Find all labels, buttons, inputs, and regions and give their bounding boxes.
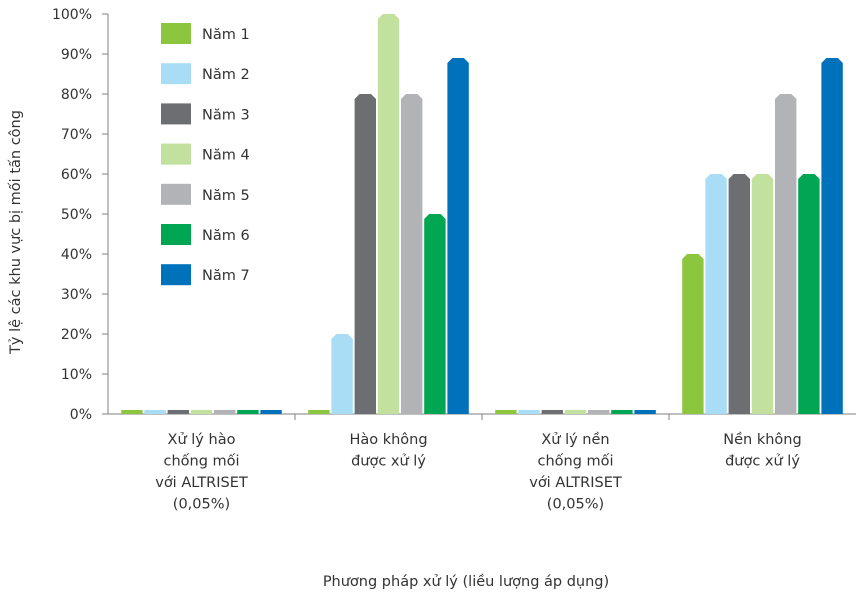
bar-4-2	[377, 14, 400, 414]
x-category-label: với ALTRISET	[155, 475, 248, 491]
y-tick-label: 100%	[52, 7, 92, 23]
y-tick-label: 0%	[70, 407, 92, 423]
x-category-label: Hào không	[349, 432, 427, 448]
y-tick-label: 10%	[61, 367, 92, 383]
bar-7-2	[447, 58, 469, 414]
x-category-label: Xử lý nền	[541, 431, 609, 448]
y-tick-label: 90%	[61, 47, 92, 63]
bar-6-2	[424, 214, 446, 414]
bar-2-4	[705, 174, 727, 414]
bar-7-4	[821, 58, 843, 414]
bar-2-3	[518, 410, 540, 414]
legend-label: Năm 3	[202, 107, 250, 123]
bar-2-1	[144, 410, 166, 414]
bar-5-4	[775, 94, 797, 414]
bar-6-1	[237, 410, 259, 414]
y-tick-label: 80%	[61, 87, 92, 103]
legend-swatch	[161, 23, 191, 44]
legend-swatch	[161, 224, 191, 245]
legend-swatch	[161, 264, 191, 286]
x-category-label: chống mối	[537, 453, 613, 470]
y-axis: 0% 10% 20% 30% 40% 50% 60% 70% 80% 90% 100%	[52, 7, 109, 423]
legend-swatch	[161, 63, 191, 85]
x-category-label: (0,05%)	[173, 497, 230, 513]
bar-3-1	[167, 410, 189, 414]
x-category-label: chống mối	[163, 453, 239, 470]
bars	[121, 14, 843, 414]
y-tick-label: 50%	[61, 207, 92, 223]
bar-4-1	[190, 410, 213, 414]
bar-3-3	[541, 410, 563, 414]
bar-4-4	[751, 174, 774, 414]
bar-1-3	[495, 410, 517, 414]
x-axis-title: Phương pháp xử lý (liều lượng áp dụng)	[323, 573, 609, 590]
bar-7-3	[634, 410, 656, 414]
legend-label: Năm 1	[202, 27, 250, 43]
y-axis-title: Tỷ lệ các khu vực bị mối tấn công	[7, 110, 24, 355]
bar-3-4	[728, 174, 750, 414]
x-axis: Xử lý hào chống mối với ALTRISET (0,05%) Hào…	[108, 413, 856, 513]
bar-4-3	[564, 410, 587, 414]
y-tick-label: 70%	[61, 127, 92, 143]
bar-5-1	[214, 410, 236, 414]
legend-label: Năm 4	[202, 148, 250, 164]
x-category-label: với ALTRISET	[529, 475, 622, 491]
legend-label: Năm 7	[202, 268, 250, 284]
bar-3-2	[354, 94, 376, 414]
bar-1-2	[308, 410, 330, 414]
bar-6-4	[798, 174, 820, 414]
legend-label: Năm 5	[202, 188, 250, 204]
legend-swatch	[161, 103, 191, 125]
y-tick-label: 20%	[61, 327, 92, 343]
bar-1-4	[682, 254, 704, 414]
legend-swatch	[161, 183, 191, 205]
x-category-label: Nền không	[723, 431, 801, 448]
y-tick-label: 60%	[61, 167, 92, 183]
legend-label: Năm 6	[202, 228, 250, 244]
bar-5-2	[401, 94, 423, 414]
y-tick-label: 30%	[61, 287, 92, 303]
bar-5-3	[588, 410, 610, 414]
x-category-label: Xử lý hào	[168, 432, 236, 448]
legend: Năm 1 Năm 2 Năm 3 Năm 4 Năm 5 Năm 6 Năm 7	[161, 23, 250, 286]
x-category-label: được xử lý	[351, 454, 426, 470]
bar-2-2	[331, 334, 353, 414]
bar-7-1	[260, 410, 282, 414]
legend-label: Năm 2	[202, 67, 250, 83]
bar-6-3	[611, 410, 633, 414]
x-category-label: được xử lý	[725, 454, 800, 470]
x-category-label: (0,05%)	[547, 497, 604, 513]
bar-1-1	[121, 410, 143, 414]
legend-swatch	[161, 143, 191, 165]
y-tick-label: 40%	[61, 247, 92, 263]
